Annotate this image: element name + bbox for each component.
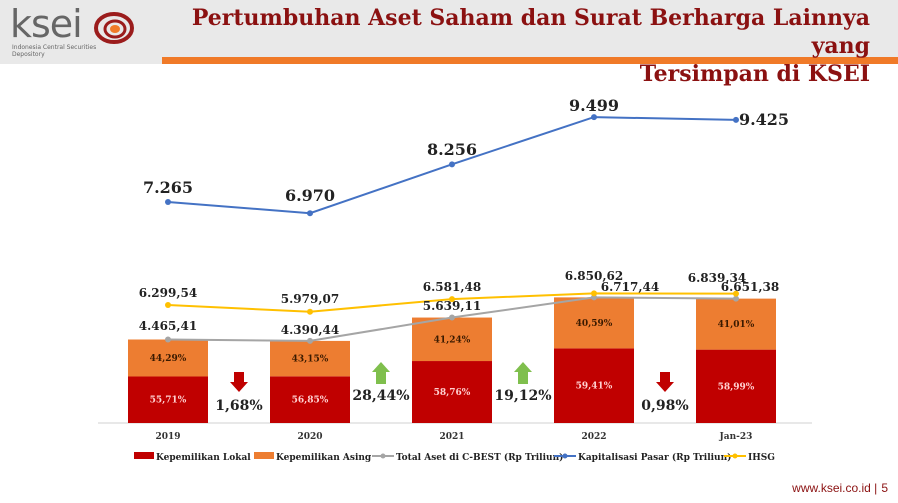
label-asing: 41,24% — [434, 335, 471, 345]
ihsg-point — [307, 308, 313, 315]
ihsg-point — [449, 296, 455, 303]
ksei-logo: ksei Indonesia Central Securities Deposi… — [10, 2, 150, 60]
total-aset-label: 4.465,41 — [139, 319, 197, 333]
logo-text: ksei — [10, 2, 83, 46]
label-lokal: 55,71% — [150, 396, 187, 406]
total-aset-label: 5.639,11 — [423, 299, 481, 313]
ihsg-label: 6.299,54 — [139, 286, 197, 300]
legend-label: Total Aset di C-BEST (Rp Triliun) — [396, 452, 563, 463]
total-aset-point — [165, 336, 171, 343]
ihsg-label: 6.839,34 — [688, 271, 746, 285]
ihsg-label: 6.581,48 — [423, 280, 481, 294]
kapitalisasi-point — [165, 199, 171, 205]
kapitalisasi-label: 9.425 — [739, 110, 789, 129]
kapitalisasi-point — [307, 210, 313, 217]
footer: www.ksei.co.id | 5 — [788, 481, 888, 495]
bar-asing — [412, 317, 492, 362]
total-aset-label: 6.717,44 — [601, 280, 659, 294]
footer-url[interactable]: www.ksei.co.id | — [792, 481, 878, 495]
legend-swatch — [254, 452, 274, 459]
total-aset-point — [307, 337, 313, 344]
growth-label: 19,12% — [494, 388, 551, 404]
growth-label: 1,68% — [215, 398, 262, 414]
legend-label: Kepemilikan Lokal — [156, 453, 251, 463]
kapitalisasi-point — [591, 114, 597, 121]
bar-asing — [554, 297, 634, 349]
label-asing: 41,01% — [718, 320, 755, 330]
kapitalisasi-label: 8.256 — [427, 140, 477, 159]
up-arrow-icon — [514, 362, 532, 384]
down-arrow-icon — [656, 372, 674, 392]
kapitalisasi-label: 6.970 — [285, 186, 335, 205]
ihsg-label: 5.979,07 — [281, 292, 339, 306]
title-line-2: Tersimpan di KSEI — [639, 61, 870, 87]
x-tick-label: 2020 — [297, 432, 322, 442]
down-arrow-icon — [230, 372, 248, 392]
bar-asing — [128, 339, 208, 377]
total-aset-label: 4.390,44 — [281, 323, 339, 337]
ihsg-label: 6.850,62 — [565, 269, 623, 283]
kapitalisasi-label: 9.499 — [569, 96, 619, 115]
title-line-1: Pertumbuhan Aset Saham dan Surat Berharg… — [191, 5, 870, 59]
label-asing: 40,59% — [576, 319, 613, 329]
header — [0, 0, 898, 64]
logo-subtitle: Indonesia Central Securities Depository — [12, 44, 97, 58]
label-lokal: 59,41% — [576, 382, 613, 392]
x-tick-label: 2021 — [439, 432, 464, 442]
bar-asing — [270, 340, 350, 377]
bar-lokal — [412, 361, 492, 423]
x-tick-label: 2022 — [581, 432, 606, 442]
label-lokal: 58,76% — [434, 388, 471, 398]
legend-marker — [380, 453, 386, 459]
label-lokal: 58,99% — [718, 382, 755, 392]
bar-asing — [696, 298, 776, 350]
chart: 55,71% 44,29% 2019 56,85% 43,15% 2020 58,76% 41… — [98, 96, 812, 463]
label-lokal: 56,85% — [292, 396, 329, 406]
x-tick-label: Jan-23 — [719, 432, 753, 442]
bar-lokal — [270, 376, 350, 423]
logo-ring-icon — [94, 12, 134, 44]
label-asing: 43,15% — [292, 355, 329, 365]
kapitalisasi-point — [449, 161, 455, 168]
total-aset-point — [449, 314, 455, 321]
x-tick-label: 2019 — [155, 432, 180, 442]
header-accent-bar — [162, 57, 898, 64]
legend-label: Kepemilikan Asing — [276, 453, 372, 463]
bar-lokal — [554, 348, 634, 423]
total-aset-label: 6.651,38 — [721, 280, 779, 294]
kapitalisasi-point — [733, 116, 739, 123]
legend-label: Kapitalisasi Pasar (Rp Triliun) — [578, 452, 731, 463]
growth-label: 0,98% — [641, 398, 688, 414]
bar-lokal — [128, 376, 208, 423]
ihsg-point — [165, 302, 171, 308]
bar-lokal — [696, 349, 776, 423]
page-title: Pertumbuhan Aset Saham dan Surat Berharg… — [150, 4, 870, 88]
up-arrow-icon — [372, 362, 390, 384]
legend-marker — [562, 453, 568, 459]
legend-label: IHSG — [748, 453, 775, 463]
total-aset-point — [733, 295, 739, 302]
ihsg-point — [591, 290, 597, 297]
legend-marker — [732, 453, 738, 459]
page-number: 5 — [881, 481, 888, 495]
legend-swatch — [134, 452, 154, 459]
growth-label: 28,44% — [352, 388, 409, 404]
kapitalisasi-label: 7.265 — [143, 178, 193, 197]
label-asing: 44,29% — [150, 354, 187, 364]
ihsg-point — [733, 290, 739, 297]
